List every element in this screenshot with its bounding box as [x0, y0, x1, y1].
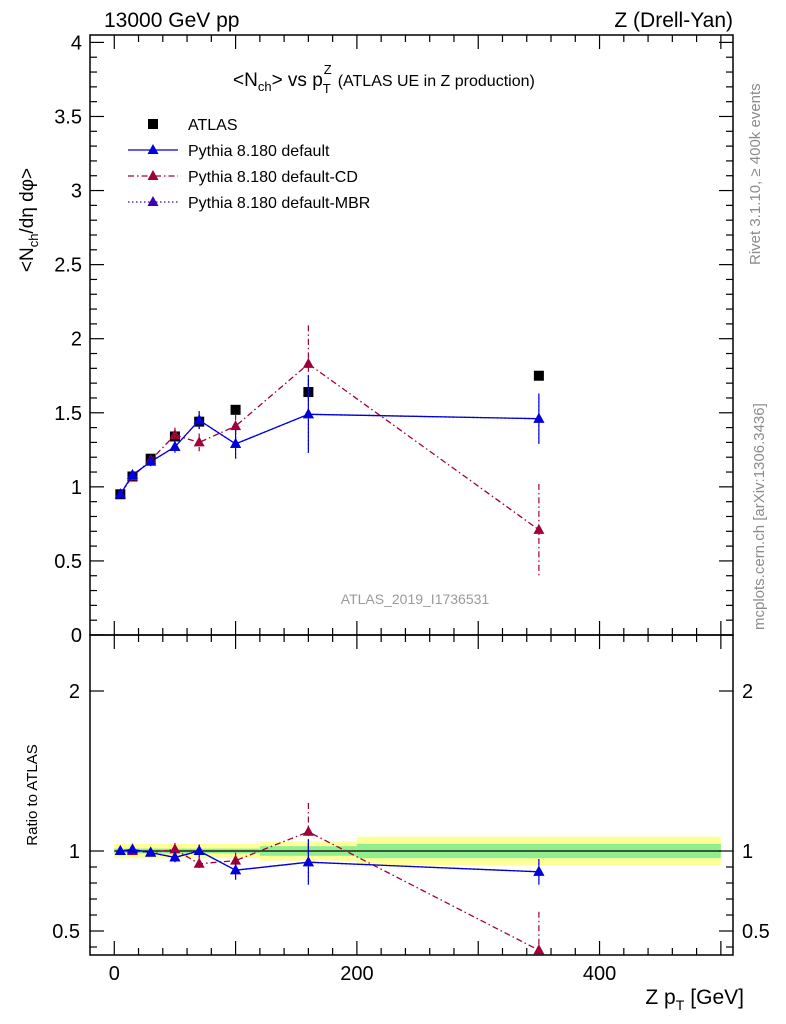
y-tick-label: 2.5	[54, 255, 82, 277]
ratio-frame	[89, 634, 734, 956]
data-point	[114, 845, 126, 855]
x-tick-label: 200	[340, 963, 373, 985]
data-point	[230, 404, 241, 415]
data-point	[193, 857, 205, 868]
title-mid: > vs p	[272, 70, 323, 91]
data-point	[114, 488, 126, 499]
series-default	[114, 839, 545, 885]
header-process: Z (Drell-Yan)	[614, 9, 733, 32]
legend-entry-atlas: ATLAS	[148, 117, 238, 134]
mcplots-label: mcplots.cern.ch [arXiv:1306.3436]	[751, 403, 768, 630]
x-tick-label: 0	[109, 963, 120, 985]
ratio-data-layer	[114, 803, 721, 955]
data-point	[230, 854, 242, 865]
title-suffix: (ATLAS UE in Z production)	[338, 73, 535, 90]
data-point	[533, 944, 545, 955]
ylabel-a: <N	[17, 247, 38, 272]
legend: ATLAS Pythia 8.180 default Pythia 8.180 de…	[128, 117, 370, 212]
data-point	[169, 851, 181, 862]
data-point	[145, 846, 157, 857]
y-tick-label: 0	[71, 625, 82, 647]
data-point	[302, 357, 314, 368]
main-y-axis-label: <Nch/dη dφ>	[17, 168, 41, 272]
series-line-mbr	[119, 413, 539, 495]
data-point	[126, 843, 138, 854]
ratio-y-tick-label: 2	[69, 681, 80, 703]
data-point	[302, 856, 314, 867]
legend-entry-cd: Pythia 8.180 default-CD	[128, 169, 358, 186]
data-point	[169, 843, 181, 854]
y-tick-label: 2	[71, 329, 82, 351]
data-point	[230, 864, 242, 875]
ratio-y-tick-label-right: 2	[742, 681, 753, 703]
title-prefix-sub: ch	[258, 79, 272, 94]
xlabel-a: Z p	[645, 986, 675, 1009]
data-point	[145, 455, 157, 466]
ratio-panel: 0.5 0.5 1 1 2 2 0 200 400 Ratio to ATLAS Z pT [Ge…	[24, 634, 770, 1013]
data-point	[193, 414, 205, 425]
xlabel-sub: T	[676, 997, 685, 1013]
ratio-tick-labels: 0.5 0.5 1 1 2 2 0 200 400	[52, 681, 770, 985]
data-point	[169, 429, 181, 439]
title-p-sub: T	[323, 81, 331, 96]
x-axis-label: Z pT [GeV]	[645, 986, 744, 1013]
y-tick-label: 3	[71, 181, 82, 203]
data-point	[126, 469, 138, 479]
title-prefix: <N	[233, 70, 258, 91]
data-point	[193, 436, 205, 447]
data-point	[230, 420, 242, 431]
legend-entry-mbr: Pythia 8.180 default-MBR	[128, 195, 370, 212]
y-tick-label: 0.5	[54, 551, 82, 573]
xlabel-b: [GeV]	[690, 986, 744, 1009]
data-point	[533, 523, 545, 534]
rivet-label: Rivet 3.1.10, ≥ 400k events	[747, 83, 764, 265]
y-tick-label: 1.5	[54, 403, 82, 425]
x-tick-label: 400	[583, 963, 616, 985]
legend-entry-default: Pythia 8.180 default	[128, 143, 330, 160]
ratio-y-tick-label: 0.5	[52, 921, 80, 943]
ylabel-b: /dη dφ>	[17, 168, 38, 234]
ylabel-a-sub: ch	[26, 234, 41, 248]
main-data-layer	[114, 325, 545, 576]
ratio-y-axis-label: Ratio to ATLAS	[24, 744, 41, 845]
y-tick-label: 4	[71, 32, 82, 54]
data-point	[533, 370, 544, 381]
data-point	[193, 845, 205, 855]
y-tick-label: 1	[71, 477, 82, 499]
y-tick-label: 3.5	[54, 106, 82, 128]
legend-label: Pythia 8.180 default-MBR	[188, 195, 370, 212]
main-title: <Nch> vs pTZ (ATLAS UE in Z production)	[233, 62, 535, 96]
legend-label: Pythia 8.180 default-CD	[188, 169, 358, 186]
legend-label: ATLAS	[188, 117, 238, 134]
data-point	[230, 437, 242, 448]
ratio-y-tick-label: 1	[69, 841, 80, 863]
ratio-y-tick-label-right: 1	[742, 841, 753, 863]
series-cd	[114, 803, 545, 955]
legend-marker	[147, 196, 159, 206]
legend-marker	[148, 119, 158, 129]
title-p-sup: Z	[324, 62, 332, 77]
header-energy: 13000 GeV pp	[104, 9, 239, 32]
data-point	[533, 412, 545, 423]
main-frame	[89, 34, 734, 636]
main-ticks	[90, 35, 733, 636]
data-point	[169, 440, 181, 451]
legend-label: Pythia 8.180 default	[188, 143, 330, 160]
series-atlas	[115, 370, 544, 500]
legend-marker	[147, 144, 159, 154]
series-default	[114, 375, 545, 499]
ratio-y-tick-label-right: 0.5	[742, 921, 770, 943]
analysis-watermark: ATLAS_2019_I1736531	[341, 591, 490, 607]
legend-marker	[147, 170, 159, 180]
series-line-default	[119, 413, 539, 495]
main-panel: 00.511.522.533.54 <Nch> vs pTZ(ATLAS UE …	[17, 32, 734, 647]
main-y-tick-labels: 0 0.5 1 1.5 2 2.5 3 3.5 4	[54, 32, 82, 647]
ratio-ticks	[90, 635, 733, 955]
series-line-cd	[119, 363, 540, 531]
data-point	[302, 825, 314, 836]
data-point	[302, 408, 314, 419]
data-point	[533, 865, 545, 876]
